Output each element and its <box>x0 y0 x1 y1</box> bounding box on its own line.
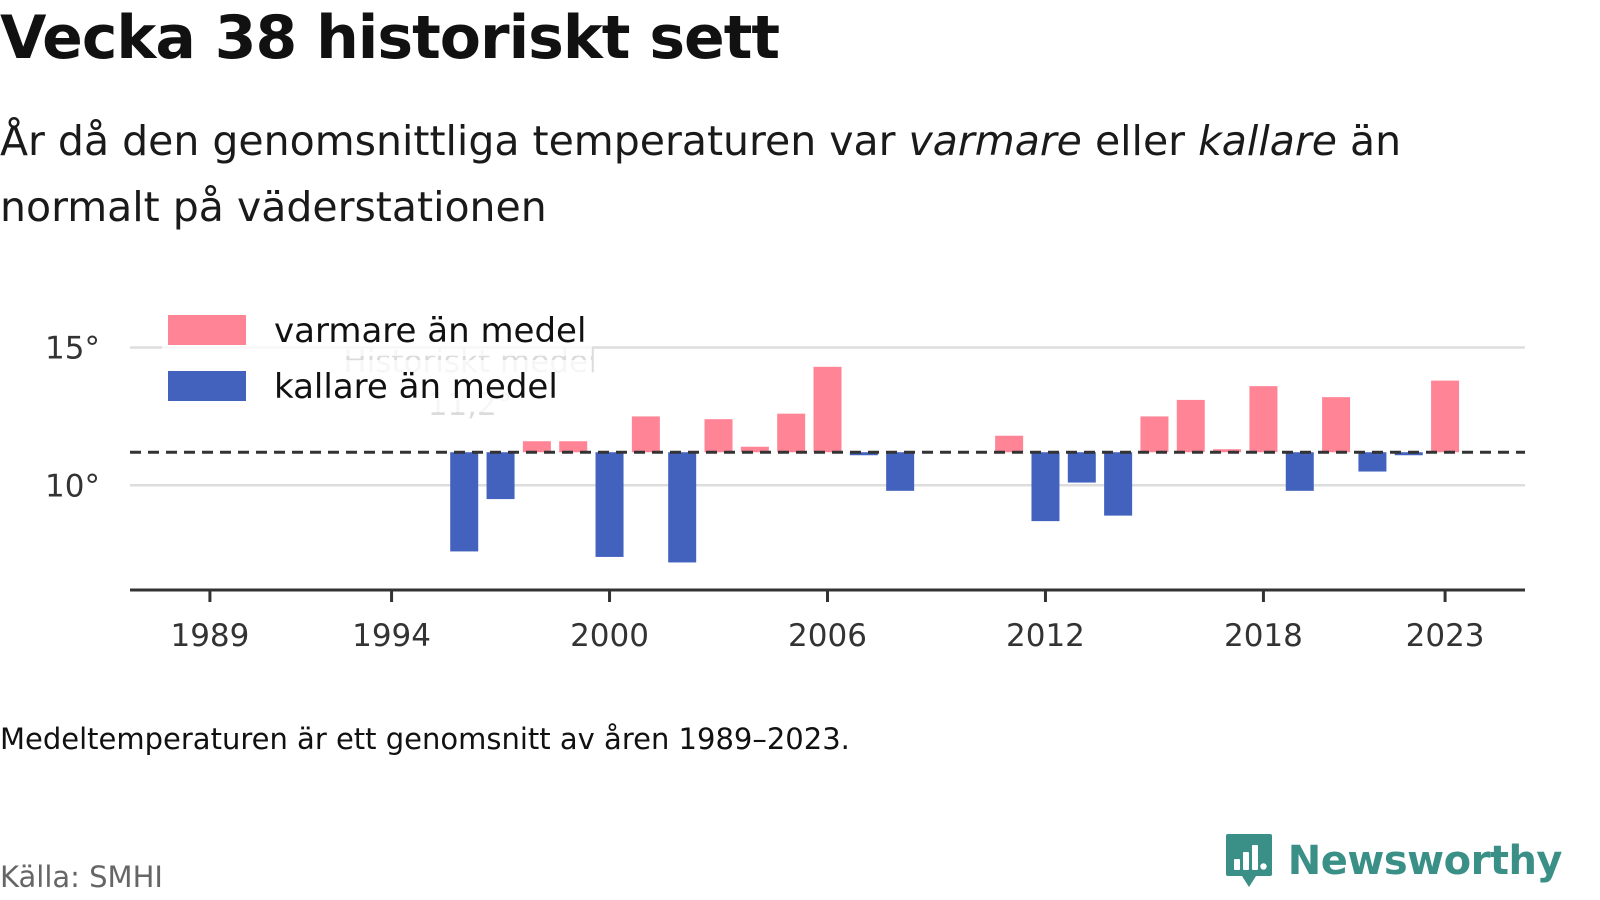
bar-2014 <box>1104 452 1133 516</box>
subtitle-text-3: än normalt på väderstationen <box>0 117 1402 231</box>
bars <box>450 366 1460 563</box>
x-tick-label: 2018 <box>1224 618 1303 654</box>
bar-2007 <box>849 452 878 456</box>
bar-2019 <box>1285 452 1314 491</box>
x-tick-label: 2000 <box>570 618 649 654</box>
bar-2002 <box>668 452 697 563</box>
y-axis-tick-labels: 10° 15° <box>45 331 100 505</box>
bar-2003 <box>704 419 733 453</box>
brand-name: Newsworthy <box>1287 838 1563 884</box>
x-tick-label: 2012 <box>1006 618 1085 654</box>
bar-2000 <box>595 452 624 557</box>
legend-swatch <box>168 315 246 345</box>
legend-label: kallare än medel <box>274 367 558 407</box>
x-tick-label: 1994 <box>352 618 431 654</box>
bar-2017 <box>1213 449 1242 453</box>
bar-1997 <box>486 452 515 500</box>
bar-2021 <box>1358 452 1387 472</box>
bar-2023 <box>1431 380 1460 453</box>
bar-2013 <box>1067 452 1096 483</box>
bar-2011 <box>995 435 1024 453</box>
bar-1999 <box>559 441 588 453</box>
bar-chart: 10°15° Historiskt medel11,2° varmare än … <box>45 304 1525 654</box>
y-tick-label: 15° <box>45 331 100 367</box>
subtitle-emphasis-warmer: varmare <box>908 117 1082 165</box>
x-tick-label: 2023 <box>1406 618 1485 654</box>
bar-2006 <box>813 366 842 453</box>
bar-2018 <box>1249 386 1278 453</box>
bar-chart-badge-icon <box>1225 834 1272 887</box>
subtitle-emphasis-colder: kallare <box>1198 117 1337 165</box>
bar-2020 <box>1322 397 1351 453</box>
subtitle-text-1: År då den genomsnittliga temperaturen va… <box>0 117 909 165</box>
bar-2004 <box>740 446 769 453</box>
bar-2008 <box>886 452 915 491</box>
legend-swatch <box>168 371 246 401</box>
x-axis: 1989 1994 2000 2006 2012 2018 2023 <box>130 588 1525 654</box>
legend-label: varmare än medel <box>274 311 586 351</box>
x-tick-label: 1989 <box>170 618 249 654</box>
bar-2005 <box>777 413 806 453</box>
legend: varmare än medel kallare än medel <box>162 304 592 412</box>
bar-2016 <box>1176 399 1205 453</box>
footnote: Medeltemperaturen är ett genomsnitt av å… <box>0 722 850 756</box>
bar-1996 <box>450 452 479 552</box>
bar-2001 <box>631 416 660 453</box>
subtitle-text-2: eller <box>1081 117 1199 165</box>
bar-1998 <box>522 441 551 453</box>
source-credit: Källa: SMHI <box>0 860 163 894</box>
x-tick-label: 2006 <box>788 618 867 654</box>
y-tick-label: 10° <box>45 468 100 504</box>
chart-title: Vecka 38 historiskt sett <box>0 3 780 73</box>
brand-logo: Newsworthy <box>1224 832 1563 890</box>
bar-2015 <box>1140 416 1169 453</box>
chart-subtitle: År då den genomsnittliga temperaturen va… <box>0 108 1520 240</box>
bar-2012 <box>1031 452 1060 522</box>
